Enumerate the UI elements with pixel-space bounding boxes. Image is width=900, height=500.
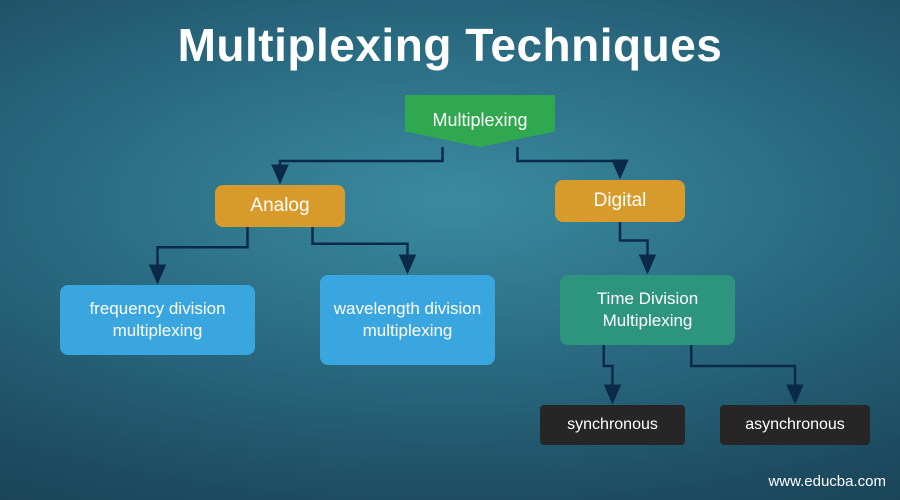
node-fdm: frequency division multiplexing (60, 285, 255, 355)
node-sync: synchronous (540, 405, 685, 445)
watermark: www.educba.com (768, 473, 886, 490)
node-analog: Analog (215, 185, 345, 227)
node-digital: Digital (555, 180, 685, 222)
node-async: asynchronous (720, 405, 870, 445)
node-wdm: wavelength division multiplexing (320, 275, 495, 365)
diagram-title: Multiplexing Techniques (0, 18, 900, 72)
node-tdm: Time Division Multiplexing (560, 275, 735, 345)
